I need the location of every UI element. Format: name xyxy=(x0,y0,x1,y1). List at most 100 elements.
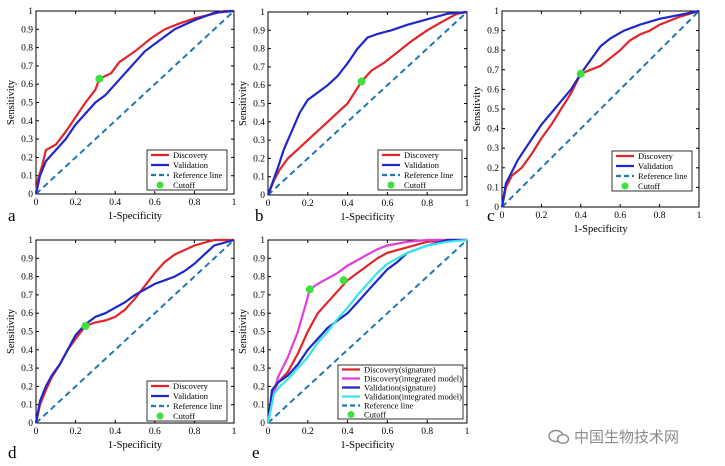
x-axis-label: 1-Specificity xyxy=(108,440,163,451)
y-axis-label: Sensitivity xyxy=(238,308,249,354)
x-tick-label: 0.6 xyxy=(381,427,393,437)
y-axis-label: Sensitivity xyxy=(6,308,17,354)
y-tick-label: 1 xyxy=(28,236,33,246)
legend-cutoff-marker xyxy=(621,182,629,190)
legend-entry-label: Cutoff xyxy=(364,410,386,420)
y-tick-label: 1 xyxy=(494,7,499,17)
legend-cutoff-marker xyxy=(156,181,164,189)
watermark: 中国生物技术网 xyxy=(548,426,679,447)
x-tick-label: 0.8 xyxy=(421,199,433,209)
x-axis-label: 1-Specificity xyxy=(340,212,395,223)
y-tick-label: 0 xyxy=(28,419,33,429)
series-line-reference-line xyxy=(267,11,468,196)
legend-entry-label: Discovery xyxy=(404,150,440,160)
y-tick-label: 0.3 xyxy=(21,135,33,145)
x-tick-label: 1 xyxy=(465,427,470,437)
y-tick-label: 0.2 xyxy=(21,382,33,392)
series-line-discovery xyxy=(34,9,234,195)
x-tick-label: 0.2 xyxy=(535,211,547,221)
y-axis-label: Sensitivity xyxy=(6,79,17,125)
roc-panel-e: Discovery(signature)Discovery(integrated… xyxy=(266,238,468,424)
legend-entry-label: Reference line xyxy=(638,171,688,181)
legend-entry-label: Validation xyxy=(638,161,674,171)
y-tick-label: 0.4 xyxy=(21,117,33,127)
x-tick-label: 1 xyxy=(697,211,702,221)
x-tick-label: 0.4 xyxy=(109,198,121,208)
y-tick-label: 0.6 xyxy=(253,81,265,91)
y-tick-label: 0.3 xyxy=(21,364,33,374)
legend-entry-label: Reference line xyxy=(404,170,454,180)
legend-entry-label: Validation xyxy=(173,391,209,401)
series-line-discovery xyxy=(266,10,468,196)
y-tick-label: 0.3 xyxy=(253,136,265,146)
series-line-reference-line xyxy=(267,239,468,424)
legend-entry-label: Validation(signature) xyxy=(364,383,436,393)
legend-cutoff-marker xyxy=(156,412,164,420)
legend-entry-label: Validation(integrated model) xyxy=(364,392,462,402)
cutoff-point xyxy=(576,69,585,78)
x-tick-label: 0 xyxy=(266,199,271,209)
x-tick-label: 0 xyxy=(34,427,39,437)
series-line-reference-line xyxy=(501,10,700,208)
y-tick-label: 0.7 xyxy=(21,62,33,72)
x-tick-label: 0.8 xyxy=(421,427,433,437)
legend-entry-label: Reference line xyxy=(173,401,223,411)
legend-entry-label: Cutoff xyxy=(404,180,426,190)
wechat-logo-icon xyxy=(548,429,570,444)
y-tick-label: 0.1 xyxy=(21,172,33,182)
x-tick-label: 0.2 xyxy=(302,199,314,209)
y-tick-label: 0.4 xyxy=(487,125,499,135)
x-tick-label: 0 xyxy=(34,198,39,208)
legend-entry-label: Discovery xyxy=(638,151,674,161)
legend-entry-label: Discovery xyxy=(173,150,209,160)
y-tick-label: 0.1 xyxy=(253,173,265,183)
x-tick-label: 0.4 xyxy=(342,199,354,209)
legend-entry-label: Cutoff xyxy=(173,411,195,421)
y-tick-label: 0.2 xyxy=(253,154,265,164)
panel-label: b xyxy=(255,206,264,225)
y-tick-label: 0.7 xyxy=(253,291,265,301)
y-tick-label: 0 xyxy=(28,190,33,200)
series-line-validation xyxy=(500,9,700,208)
y-tick-label: 0.6 xyxy=(21,80,33,90)
y-tick-label: 0.9 xyxy=(253,26,265,36)
y-tick-label: 0.5 xyxy=(21,328,33,338)
cutoff-point xyxy=(95,74,104,83)
series-line-discovery-signature xyxy=(266,238,467,424)
y-tick-label: 0 xyxy=(260,191,265,201)
y-tick-label: 0.5 xyxy=(487,105,499,115)
series-line-reference-line xyxy=(35,239,235,424)
cutoff-point xyxy=(305,285,314,294)
series-line-validation xyxy=(34,238,235,424)
legend: Discovery(signature)Discovery(integrated… xyxy=(337,364,464,420)
y-tick-label: 0.5 xyxy=(253,100,265,110)
y-tick-label: 0.4 xyxy=(21,346,33,356)
y-tick-label: 0.8 xyxy=(21,273,33,283)
x-tick-label: 0.4 xyxy=(342,427,354,437)
y-tick-label: 0.8 xyxy=(21,44,33,54)
y-tick-label: 0 xyxy=(494,203,499,213)
cutoff-point xyxy=(357,77,366,86)
y-tick-label: 0.2 xyxy=(487,164,499,174)
series-line-discovery-integrated-model xyxy=(266,238,467,424)
x-tick-label: 0.4 xyxy=(575,211,587,221)
y-tick-label: 0.7 xyxy=(253,63,265,73)
y-tick-label: 0.6 xyxy=(253,309,265,319)
x-tick-label: 0.6 xyxy=(381,199,393,209)
y-tick-label: 0.1 xyxy=(487,183,499,193)
legend-entry-label: Discovery xyxy=(173,381,209,391)
y-tick-label: 0.5 xyxy=(21,99,33,109)
y-tick-label: 0.6 xyxy=(487,85,499,95)
legend-entry-label: Discovery(integrated model) xyxy=(364,374,462,384)
cutoff-point xyxy=(81,322,90,331)
y-tick-label: 1 xyxy=(260,8,265,18)
series-line-validation-integrated-model xyxy=(266,238,468,424)
legend-entry-label: Validation xyxy=(404,160,440,170)
legend-box xyxy=(337,364,464,420)
y-axis-label: Sensitivity xyxy=(238,80,249,126)
